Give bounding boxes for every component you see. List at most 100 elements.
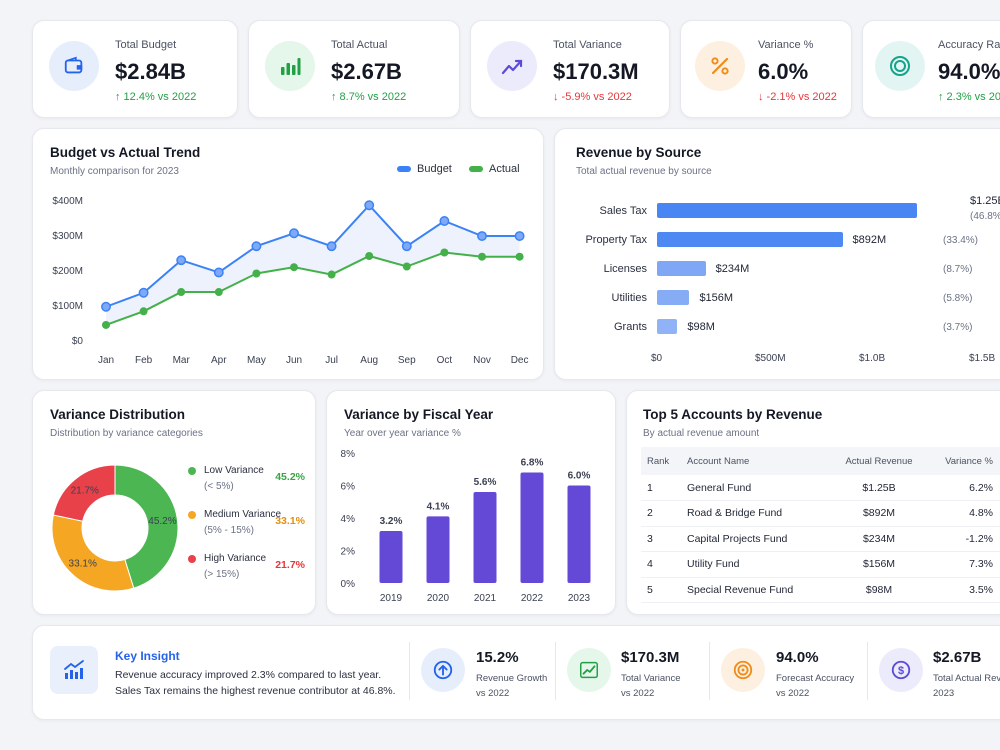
x-axis-tick-label: Jul <box>325 355 338 366</box>
cell-actual-revenue: $156M <box>831 551 927 578</box>
table-row[interactable]: 3 Capital Projects Fund $234M -1.2% <box>641 526 1000 552</box>
legend-swatch <box>188 555 196 563</box>
donut-chart: 45.2% 33.1% 21.7% <box>51 464 179 592</box>
data-point-actual <box>402 262 411 271</box>
table-row[interactable]: 4 Utility Fund $156M 7.3% <box>641 551 1000 578</box>
y-axis-tick-label: $0 <box>72 336 84 347</box>
column-header-variance[interactable]: Variance % <box>927 447 1000 475</box>
data-point-budget <box>364 200 375 211</box>
y-axis-tick-label: $300M <box>52 231 83 242</box>
data-point-actual <box>327 270 336 279</box>
summary-label: Forecast Accuracy <box>776 673 855 684</box>
arrow-up-circle-icon <box>421 648 465 692</box>
data-point-budget <box>138 287 149 298</box>
data-point-budget <box>439 216 450 226</box>
x-axis-tick-label: $1.5B <box>969 353 996 364</box>
cell-account-name: Special Revenue Fund <box>681 577 831 603</box>
cell-variance: 4.8% <box>927 500 1000 527</box>
cell-actual-revenue: $1.25B <box>831 475 927 501</box>
divider <box>867 642 868 700</box>
card-subtitle: By actual revenue amount <box>643 428 760 439</box>
bar-chart-icon <box>265 41 315 91</box>
divider <box>409 642 410 700</box>
key-insight-card: Key Insight Revenue accuracy improved 2.… <box>32 625 1000 720</box>
data-point-budget <box>213 267 224 278</box>
series-line-actual <box>105 251 520 326</box>
kpi-card-accuracy-rate[interactable]: Accuracy Ra 94.0% ↑ 2.3% vs 20 <box>862 20 1000 118</box>
bar[interactable] <box>657 203 917 218</box>
bar-share-label: (3.7%) <box>943 322 973 333</box>
column-header-account-name[interactable]: Account Name <box>681 447 831 475</box>
kpi-value: $2.84B <box>115 59 186 84</box>
bar[interactable] <box>657 261 706 276</box>
y-axis-tick-label: 0% <box>341 579 356 590</box>
divider <box>555 642 556 700</box>
insight-title: Key Insight <box>115 649 180 663</box>
y-axis-tick-label: $200M <box>52 266 83 277</box>
bar[interactable] <box>657 232 843 247</box>
insight-text: Sales Tax remains the highest revenue co… <box>115 685 396 697</box>
summary-sub: vs 2022 <box>621 688 655 699</box>
data-point-budget <box>289 228 299 239</box>
data-point-actual <box>365 252 374 260</box>
donut-slice-label: 33.1% <box>69 559 97 570</box>
summary-value: $170.3M <box>621 649 680 666</box>
column-header-actual-revenue[interactable]: Actual Revenue <box>831 447 927 475</box>
data-point-actual <box>478 252 486 261</box>
kpi-delta: ↑ 8.7% vs 2022 <box>331 91 407 103</box>
cell-account-name: General Fund <box>681 475 831 501</box>
legend-name: Low Variance <box>204 465 264 476</box>
data-point-budget <box>477 231 487 242</box>
growth-chart-icon <box>50 646 98 694</box>
table-row[interactable]: 1 General Fund $1.25B 6.2% <box>641 475 1000 501</box>
x-axis-tick-label: 2020 <box>427 593 450 604</box>
dollar-circle-icon: $ <box>879 648 923 692</box>
x-axis-tick-label: 2019 <box>380 593 403 604</box>
summary-sub: vs 2022 <box>776 688 810 699</box>
summary-label: Total Actual Rev <box>933 673 1000 684</box>
data-point-budget <box>401 241 412 252</box>
bar[interactable] <box>657 290 690 305</box>
cell-account-name: Road & Bridge Fund <box>681 500 831 527</box>
bar-value-label: $892M <box>852 234 887 246</box>
legend-swatch <box>397 166 411 172</box>
kpi-card-total-budget[interactable]: Total Budget $2.84B ↑ 12.4% vs 2022 <box>32 20 238 118</box>
kpi-delta: ↑ 12.4% vs 2022 <box>115 91 197 103</box>
kpi-label: Variance % <box>758 39 814 51</box>
kpi-value: 94.0% <box>938 59 1000 84</box>
variance-by-fiscal-year-card: Variance by Fiscal Year Year over year v… <box>326 390 616 615</box>
line-chart: $0 $100M $200M $300M $400M Jan Feb Mar Apr May Jun… <box>52 196 528 366</box>
kpi-delta: ↓ -2.1% vs 2022 <box>758 91 837 103</box>
cell-rank: 3 <box>641 526 681 552</box>
x-axis-tick-label: $1.0B <box>859 353 886 364</box>
kpi-card-total-variance[interactable]: Total Variance $170.3M ↓ -5.9% vs 2022 <box>470 20 670 118</box>
column-header-rank[interactable]: Rank <box>641 447 681 475</box>
bar-category-label: Sales Tax <box>599 205 648 217</box>
data-point-actual <box>440 248 449 257</box>
donut-slice-label: 45.2% <box>148 516 176 527</box>
y-axis-tick-label: 4% <box>341 514 356 525</box>
bar[interactable] <box>657 319 678 334</box>
kpi-value: $2.67B <box>331 59 402 84</box>
kpi-card-total-actual[interactable]: Total Actual $2.67B ↑ 8.7% vs 2022 <box>248 20 460 118</box>
svg-text:$: $ <box>898 665 904 677</box>
table-row[interactable]: 2 Road & Bridge Fund $892M 4.8% <box>641 500 1000 527</box>
y-axis-tick-label: $400M <box>52 196 83 207</box>
kpi-card-variance-percent[interactable]: Variance % 6.0% ↓ -2.1% vs 2022 <box>680 20 852 118</box>
table-row[interactable]: 5 Special Revenue Fund $98M 3.5% <box>641 577 1000 603</box>
x-axis-tick-label: Mar <box>173 355 191 366</box>
cell-rank: 4 <box>641 551 681 578</box>
legend-actual[interactable]: Actual <box>469 163 520 175</box>
cell-rank: 2 <box>641 500 681 527</box>
target-icon <box>875 41 925 91</box>
x-axis-tick-label: Nov <box>473 355 491 366</box>
bar-value-label: 3.2% <box>380 516 403 527</box>
bar-value-label: 6.0% <box>568 471 591 482</box>
legend-budget[interactable]: Budget <box>397 163 452 175</box>
top-accounts-card: Top 5 Accounts by Revenue By actual reve… <box>626 390 1000 615</box>
bar <box>426 516 450 583</box>
donut-slice <box>52 464 116 522</box>
legend-range: (< 5%) <box>204 481 234 492</box>
card-subtitle: Monthly comparison for 2023 <box>50 166 179 177</box>
card-subtitle: Distribution by variance categories <box>50 428 203 439</box>
